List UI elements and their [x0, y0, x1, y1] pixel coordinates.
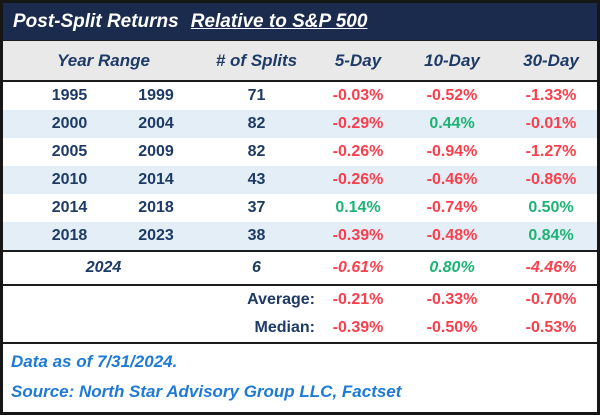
return-30day-cell: -4.46%	[525, 259, 577, 276]
median-label: Median:	[254, 319, 315, 336]
title-text: Post-Split Returns	[13, 10, 179, 32]
splits-cell: 71	[247, 87, 266, 104]
year-start-cell: 2018	[51, 227, 88, 244]
return-30day-cell: -0.01%	[525, 115, 577, 132]
year-end-cell: 1999	[138, 87, 174, 104]
return-10day-cell: -0.74%	[426, 199, 478, 216]
table-row: 2018 2023 38 -0.39% -0.48% 0.84%	[3, 222, 597, 250]
average-row: Average: -0.21% -0.33% -0.70%	[3, 286, 597, 314]
table-row: 2014 2018 37 0.14% -0.74% 0.50%	[3, 194, 597, 222]
year-start-cell: 1995	[51, 87, 88, 104]
splits-cell: 43	[247, 171, 266, 188]
return-30day-cell: -1.27%	[525, 143, 577, 160]
return-5day-cell: -0.26%	[332, 143, 384, 160]
return-5day-cell: 0.14%	[335, 199, 381, 216]
year-end-cell: 2009	[138, 143, 174, 160]
data-as-of-note: Data as of 7/31/2024.	[11, 352, 178, 371]
splits-cell: 37	[247, 199, 266, 216]
return-5day-cell: -0.61%	[332, 259, 384, 276]
return-10day-cell: 0.44%	[429, 115, 475, 132]
return-5day-cell: -0.03%	[332, 87, 384, 104]
return-10day-cell: -0.46%	[426, 171, 478, 188]
table-row: 1995 1999 71 -0.03% -0.52% -1.33%	[3, 82, 597, 110]
table-row-2024: 2024 6 -0.61% 0.80% -4.46%	[3, 250, 597, 286]
average-30day-cell: -0.70%	[525, 291, 577, 308]
splits-cell: 82	[247, 115, 266, 132]
year-start-cell: 2014	[51, 199, 88, 216]
average-label: Average:	[247, 291, 315, 308]
return-5day-cell: -0.39%	[332, 227, 384, 244]
return-5day-cell: -0.29%	[332, 115, 384, 132]
median-30day-cell: -0.53%	[525, 319, 577, 336]
return-30day-cell: 0.50%	[528, 199, 574, 216]
average-10day-cell: -0.33%	[426, 291, 478, 308]
table-row: 2000 2004 82 -0.29% 0.44% -0.01%	[3, 110, 597, 138]
year-2024-cell: 2024	[85, 259, 122, 276]
year-start-cell: 2005	[51, 143, 88, 160]
header-year-range: Year Range	[57, 50, 150, 70]
median-5day-cell: -0.39%	[332, 319, 384, 336]
splits-cell: 6	[252, 259, 261, 276]
source-note: Source: North Star Advisory Group LLC, F…	[11, 382, 402, 401]
title-underlined-text: Relative to S&P 500	[190, 10, 368, 32]
header-10-day: 10-Day	[424, 50, 480, 70]
return-10day-cell: 0.80%	[429, 259, 475, 276]
splits-cell: 82	[247, 143, 266, 160]
return-5day-cell: -0.26%	[332, 171, 384, 188]
footer-notes: Data as of 7/31/2024. Source: North Star…	[3, 342, 597, 412]
year-end-cell: 2023	[138, 227, 174, 244]
median-10day-cell: -0.50%	[426, 319, 478, 336]
splits-cell: 38	[247, 227, 266, 244]
column-header-row: Year Range # of Splits 5-Day 10-Day 30-D…	[3, 40, 597, 82]
return-30day-cell: -1.33%	[525, 87, 577, 104]
median-row: Median: -0.39% -0.50% -0.53%	[3, 314, 597, 342]
return-10day-cell: -0.52%	[426, 87, 478, 104]
average-5day-cell: -0.21%	[332, 291, 384, 308]
year-end-cell: 2004	[138, 115, 174, 132]
return-30day-cell: -0.86%	[525, 171, 577, 188]
table-row: 2010 2014 43 -0.26% -0.46% -0.86%	[3, 166, 597, 194]
year-end-cell: 2018	[138, 199, 174, 216]
header-num-splits: # of Splits	[215, 50, 298, 70]
return-10day-cell: -0.48%	[426, 227, 478, 244]
year-end-cell: 2014	[138, 171, 174, 188]
year-start-cell: 2010	[51, 171, 88, 188]
return-30day-cell: 0.84%	[528, 227, 574, 244]
header-30-day: 30-Day	[523, 50, 579, 70]
header-5-day: 5-Day	[334, 50, 382, 70]
year-start-cell: 2000	[51, 115, 88, 132]
data-rows: 1995 1999 71 -0.03% -0.52% -1.33% 2000 2…	[3, 82, 597, 250]
return-10day-cell: -0.94%	[426, 143, 478, 160]
table-row: 2005 2009 82 -0.26% -0.94% -1.27%	[3, 138, 597, 166]
table-title-bar: Post-Split Returns Relative to S&P 500	[3, 3, 597, 40]
